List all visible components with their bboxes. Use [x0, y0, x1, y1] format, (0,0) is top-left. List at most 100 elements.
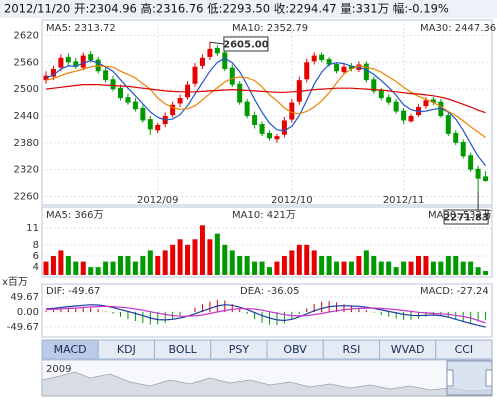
tab-label[interactable]: MACD [54, 343, 87, 356]
candle-body [378, 90, 384, 99]
volume-bar [58, 250, 64, 275]
volume-bar [207, 239, 213, 275]
tab-label[interactable]: PSY [229, 343, 250, 356]
candle-body [73, 61, 79, 67]
candle-body [125, 97, 131, 103]
annotation-leader [209, 41, 224, 45]
candle-body [50, 68, 56, 77]
series-label: MA10: 421万 [232, 210, 296, 221]
volume-bar [103, 261, 109, 275]
volume-bar [222, 244, 228, 275]
tab-label[interactable]: OBV [283, 343, 307, 356]
series-label: DEA: -36.05 [240, 286, 299, 297]
navigator-handle[interactable] [485, 369, 493, 387]
navigator-handle[interactable] [446, 369, 454, 387]
indicator-tab[interactable]: WVAD [379, 339, 437, 360]
tab-button[interactable] [435, 339, 493, 360]
indicator-tab[interactable]: KDJ [97, 339, 155, 360]
volume-bar [185, 244, 191, 275]
candle-body [267, 132, 272, 139]
indicator-line [45, 305, 486, 324]
series-label: MA5: 366万 [46, 210, 103, 221]
tab-label[interactable]: CCI [455, 343, 474, 356]
candle-body [103, 70, 109, 81]
volume-bar [177, 239, 183, 275]
tab-label[interactable]: WVAD [391, 343, 425, 356]
candle-body [177, 98, 183, 104]
annotation-box [223, 36, 269, 52]
candle-body [460, 141, 466, 157]
indicator-tab[interactable]: OBV [266, 339, 324, 360]
candle-body [304, 62, 310, 80]
volume-bar [50, 256, 56, 275]
candle-body [483, 176, 489, 182]
y-tick-label: -49.67 [7, 322, 39, 333]
y-tick-label: 2560 [14, 57, 39, 68]
volume-bar [155, 256, 161, 275]
candle-body [371, 79, 377, 92]
volume-bar [460, 261, 466, 275]
candle-body [170, 104, 176, 116]
candle-body [132, 101, 138, 110]
volume-bar [416, 256, 421, 275]
candle-body [430, 99, 436, 103]
volume-bar [393, 267, 399, 275]
candle-body [468, 155, 474, 170]
volume-bar [110, 261, 116, 275]
volume-bar [401, 261, 407, 275]
series-label: MACD: -27.24 [420, 286, 489, 297]
candle-body [229, 67, 235, 85]
candle-body [118, 87, 123, 99]
y-tick-label: 8 [33, 240, 39, 251]
y-tick-label: 6 [33, 251, 39, 262]
candle-body [244, 101, 250, 116]
volume-bar [229, 250, 235, 275]
annotation: 2605.00 [223, 40, 269, 51]
indicator-tab[interactable]: RSI [322, 339, 380, 360]
indicator-tab[interactable]: BOLL [154, 339, 212, 360]
volume-bar [445, 256, 451, 275]
volume-bar [43, 261, 49, 275]
candle-body [311, 55, 317, 62]
annotation-box [443, 209, 489, 225]
volume-bar [386, 261, 392, 275]
candle-body [237, 83, 243, 103]
header-bar [0, 0, 497, 18]
volume-bar [304, 244, 310, 275]
volume-bar [73, 261, 79, 275]
tab-label[interactable]: RSI [342, 343, 360, 356]
volume-bar [199, 225, 205, 275]
y-tick-label: 2320 [14, 165, 39, 176]
candle-body [88, 54, 94, 61]
volume-bar [326, 256, 332, 275]
volume-bar [341, 261, 347, 275]
candle-body [408, 115, 414, 122]
volume-bar [88, 267, 94, 275]
volume-bar [468, 261, 474, 275]
volume-bar [170, 244, 176, 275]
candle-body [140, 107, 146, 121]
y-tick-label: 11 [26, 223, 39, 234]
indicator-line [45, 84, 486, 114]
series-label: MA5: 2313.72 [46, 23, 116, 34]
tab-label[interactable]: KDJ [117, 343, 136, 356]
volume-bar [483, 271, 489, 275]
indicator-tab[interactable]: MACD [41, 339, 99, 360]
candle-body [423, 100, 429, 107]
volume-bar [244, 256, 250, 275]
navigator-window[interactable] [446, 360, 493, 396]
volume-bar [274, 261, 280, 275]
volume-bar [95, 267, 101, 275]
tab-label[interactable]: BOLL [168, 343, 197, 356]
volume-bar [423, 256, 429, 275]
candle-body [341, 66, 347, 73]
candle-body [192, 66, 198, 84]
indicator-tab[interactable]: PSY [210, 339, 268, 360]
y-tick-label: 4 [33, 262, 39, 273]
volume-bar [363, 250, 369, 275]
volume-bar [296, 244, 302, 275]
candle-body [289, 102, 295, 120]
volume-bar [125, 256, 131, 275]
y-tick-label: 2440 [14, 111, 39, 122]
indicator-tab[interactable]: CCI [435, 339, 493, 360]
